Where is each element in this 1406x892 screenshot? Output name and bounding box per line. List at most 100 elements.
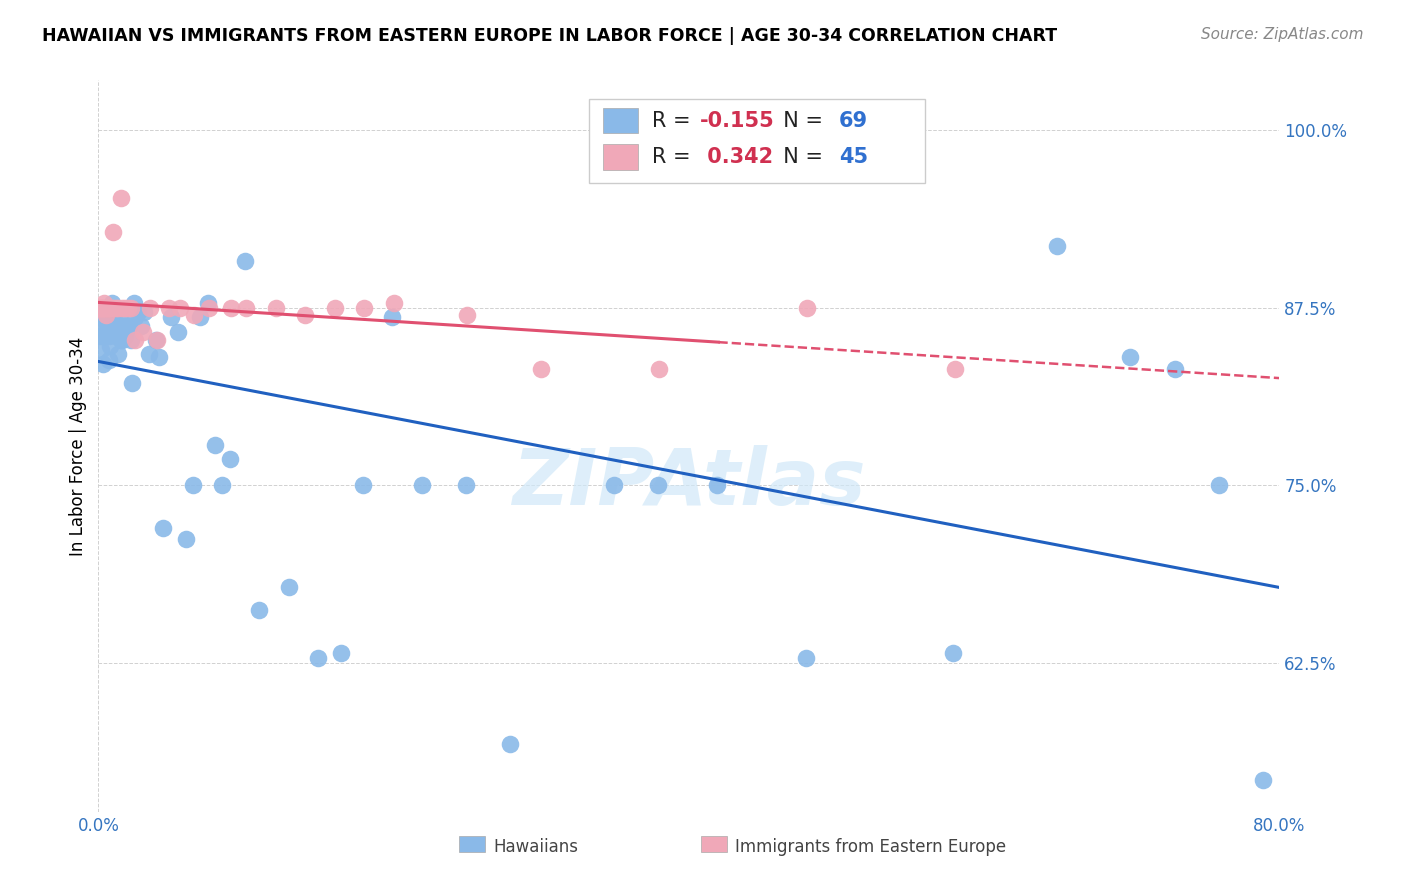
Text: Hawaiians: Hawaiians	[494, 838, 578, 855]
Point	[110, 191, 132, 205]
Text: -0.155: -0.155	[700, 111, 775, 130]
Point	[121, 376, 143, 390]
Point	[111, 333, 134, 347]
Point	[90, 301, 112, 315]
Point	[381, 310, 404, 325]
Point	[115, 318, 138, 333]
FancyBboxPatch shape	[603, 108, 638, 133]
Point	[97, 301, 120, 315]
Point	[93, 329, 115, 343]
Text: N =: N =	[770, 111, 830, 130]
Point	[530, 361, 553, 376]
Text: Source: ZipAtlas.com: Source: ZipAtlas.com	[1201, 27, 1364, 42]
Point	[103, 318, 125, 333]
Point	[159, 310, 181, 325]
Point	[454, 478, 477, 492]
Point	[96, 305, 118, 319]
Point	[183, 308, 205, 322]
Point	[132, 325, 155, 339]
Point	[943, 361, 966, 376]
Point	[323, 301, 346, 315]
Point	[90, 343, 112, 358]
Point	[89, 301, 111, 315]
Point	[329, 646, 352, 660]
Point	[91, 322, 114, 336]
Point	[307, 651, 329, 665]
Point	[796, 301, 818, 315]
Point	[457, 308, 479, 322]
Point	[174, 532, 197, 546]
Point	[353, 301, 375, 315]
Point	[167, 325, 190, 339]
Point	[706, 478, 728, 492]
Point	[138, 347, 160, 361]
Text: R =: R =	[652, 147, 697, 167]
Point	[148, 350, 170, 364]
Point	[139, 301, 162, 315]
Point	[169, 301, 191, 315]
Point	[247, 603, 270, 617]
Text: 69: 69	[839, 111, 868, 130]
Point	[96, 301, 118, 315]
Point	[108, 325, 131, 339]
FancyBboxPatch shape	[458, 836, 485, 852]
Point	[100, 296, 122, 310]
Point	[122, 296, 145, 310]
Point	[117, 301, 139, 315]
Point	[235, 301, 257, 315]
Point	[103, 225, 125, 239]
Point	[294, 308, 316, 322]
Point	[197, 296, 219, 310]
Point	[93, 296, 115, 310]
Point	[91, 301, 114, 315]
Point	[277, 580, 299, 594]
Text: 45: 45	[839, 147, 868, 167]
Point	[188, 310, 211, 325]
Point	[221, 301, 243, 315]
Point	[93, 308, 115, 322]
Point	[218, 452, 240, 467]
Point	[602, 478, 624, 492]
Text: ZIPAtlas: ZIPAtlas	[512, 444, 866, 521]
Point	[146, 333, 169, 347]
Point	[211, 478, 233, 492]
Point	[382, 296, 405, 310]
Point	[90, 301, 112, 315]
Point	[94, 315, 117, 329]
Text: 0.342: 0.342	[700, 147, 773, 167]
Point	[794, 651, 817, 665]
Point	[93, 301, 115, 315]
Point	[98, 301, 121, 315]
Text: N =: N =	[770, 147, 830, 167]
Point	[118, 318, 141, 333]
Point	[97, 301, 120, 315]
Point	[104, 305, 127, 319]
Point	[103, 301, 125, 315]
Point	[97, 329, 120, 343]
Point	[110, 333, 132, 347]
Point	[648, 361, 671, 376]
Point	[107, 301, 129, 315]
Point	[145, 333, 167, 347]
Point	[112, 318, 135, 333]
Point	[124, 333, 146, 347]
Point	[105, 329, 128, 343]
Point	[124, 310, 146, 325]
Point	[120, 333, 142, 347]
Point	[198, 301, 221, 315]
Point	[100, 318, 122, 333]
Point	[233, 253, 256, 268]
Point	[91, 357, 114, 371]
Point	[152, 521, 174, 535]
Point	[100, 301, 122, 315]
Point	[129, 318, 152, 333]
Point	[91, 301, 114, 315]
Point	[98, 301, 121, 315]
Point	[1045, 239, 1067, 253]
Point	[89, 329, 111, 343]
Point	[103, 310, 125, 325]
Point	[111, 301, 134, 315]
Point	[97, 353, 120, 368]
Point	[499, 737, 522, 751]
Point	[107, 347, 129, 361]
